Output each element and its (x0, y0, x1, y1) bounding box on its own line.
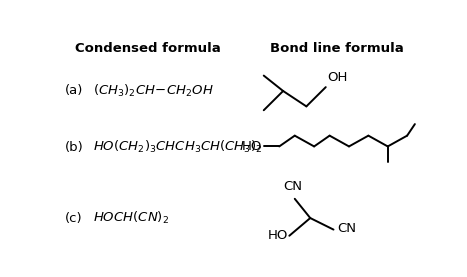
Text: $HOCH(CN)_2$: $HOCH(CN)_2$ (93, 210, 170, 226)
Text: (b): (b) (64, 141, 83, 154)
Text: (a): (a) (64, 84, 83, 98)
Text: OH: OH (327, 71, 347, 84)
Text: Bond line formula: Bond line formula (270, 42, 404, 55)
Text: CN: CN (337, 222, 356, 235)
Text: $(CH_3)_2CH\!-\!CH_2OH$: $(CH_3)_2CH\!-\!CH_2OH$ (93, 83, 214, 99)
Text: $HO(CH_2)_3CHCH_3CH(CH_3)_2$: $HO(CH_2)_3CHCH_3CH(CH_3)_2$ (93, 139, 262, 155)
Text: Condensed formula: Condensed formula (75, 42, 220, 55)
Text: (c): (c) (64, 212, 82, 225)
Text: CN: CN (283, 180, 302, 193)
Text: HO: HO (268, 229, 288, 242)
Text: HO: HO (242, 140, 262, 153)
